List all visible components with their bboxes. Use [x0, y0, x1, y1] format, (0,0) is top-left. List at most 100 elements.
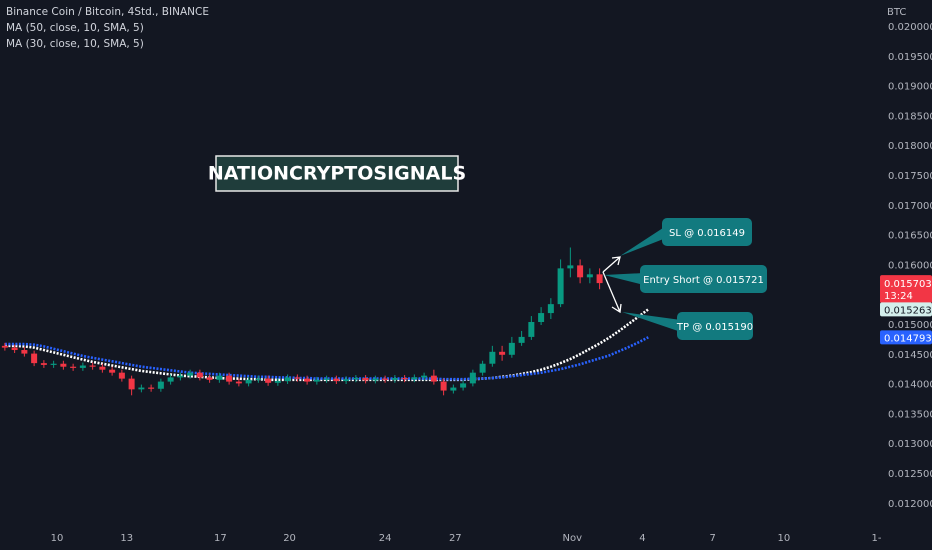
candle-body: [460, 383, 467, 388]
countdown: 13:24: [884, 291, 913, 302]
candle-body: [216, 375, 223, 380]
candle-body: [274, 381, 281, 383]
callout-box: [662, 218, 752, 246]
candle-body: [255, 378, 262, 380]
candle-body: [177, 375, 184, 378]
arrow-up: [602, 256, 621, 273]
candle-body: [245, 379, 252, 384]
candle-body: [60, 363, 67, 367]
candle-body: [11, 347, 18, 351]
candle-body: [401, 378, 408, 380]
candle-body: [31, 353, 38, 364]
x-tick-label: 13: [120, 533, 133, 544]
candle-body: [508, 342, 515, 355]
x-tick-label: 10: [51, 533, 64, 544]
candle-body: [411, 377, 418, 380]
callout-box: [640, 265, 767, 293]
candle-body: [304, 378, 311, 382]
candle-body: [352, 378, 359, 380]
candle-body: [430, 375, 437, 382]
ma-tag-label: 0.014793: [884, 333, 932, 344]
price-tag-label: 0.015703: [884, 279, 932, 290]
y-tick-label: 0.020000: [888, 22, 932, 33]
y-tick-label: 0.018500: [888, 111, 932, 122]
y-tick-label: 0.014500: [888, 350, 932, 361]
candle-body: [372, 378, 379, 381]
candle-body: [21, 350, 28, 354]
callout-pointer: [620, 226, 666, 256]
y-tick-label: 0.018000: [888, 141, 932, 152]
candle-body: [421, 375, 428, 378]
candle-body: [596, 274, 603, 284]
x-tick-label: 7: [710, 533, 716, 544]
legend-entry: MA (50, close, 10, SMA, 5): [6, 22, 144, 34]
candle-body: [382, 378, 389, 380]
candle-body: [265, 378, 272, 383]
candle-body: [489, 351, 496, 364]
ma-line: [4, 308, 650, 382]
x-tick-label: 24: [379, 533, 392, 544]
candle-body: [40, 363, 47, 365]
y-tick-label: 0.017000: [888, 201, 932, 212]
x-tick-label: 4: [639, 533, 645, 544]
candle-body: [50, 363, 57, 365]
candle-body: [79, 365, 86, 368]
callout-box: [677, 312, 753, 340]
arrows: [602, 256, 622, 314]
candle-body: [333, 378, 340, 382]
y-tick-label: 0.012000: [888, 499, 932, 510]
candle-body: [226, 375, 233, 382]
candle-body: [187, 372, 194, 376]
candle-body: [1, 345, 8, 348]
chart-title: Binance Coin / Bitcoin, 4Std., BINANCE: [6, 6, 209, 18]
y-tick-label: 0.016500: [888, 231, 932, 242]
x-tick-label: 20: [283, 533, 296, 544]
candle-body: [118, 372, 125, 379]
callout-pointer: [622, 312, 681, 332]
candle-body: [167, 377, 174, 382]
watermark: NATIONCRYPTOSIGNALS: [208, 163, 466, 185]
candle-body: [469, 372, 476, 384]
x-tick-label: Nov: [563, 533, 583, 544]
candle-body: [99, 366, 106, 370]
unit-label: BTC: [887, 7, 906, 18]
y-tick-label: 0.017500: [888, 171, 932, 182]
ma-tag-label: 0.015263: [884, 305, 932, 316]
candle-body: [547, 304, 554, 314]
candle-body: [518, 336, 525, 343]
plot-area: [1, 247, 650, 396]
legend-entry: MA (30, close, 10, SMA, 5): [6, 38, 144, 50]
candle-body: [567, 265, 574, 269]
candle-body: [138, 387, 145, 390]
candle-body: [89, 365, 96, 367]
candle-body: [362, 378, 369, 381]
candle-body: [557, 268, 564, 305]
callout-label: TP @ 0.015190: [676, 322, 753, 333]
candle-body: [128, 378, 135, 390]
candle-body: [538, 313, 545, 323]
candle-body: [450, 387, 457, 391]
candle-body: [148, 387, 155, 389]
y-tick-label: 0.015000: [888, 320, 932, 331]
arrow-down: [602, 271, 622, 314]
candle-body: [440, 381, 447, 391]
candle-body: [343, 379, 350, 382]
candle-body: [294, 377, 301, 379]
candle-body: [391, 378, 398, 380]
candle-body: [109, 369, 116, 373]
x-tick-label: 17: [214, 533, 227, 544]
candle-body: [284, 377, 291, 382]
y-tick-label: 0.014000: [888, 380, 932, 391]
y-tick-label: 0.013000: [888, 439, 932, 450]
candle-body: [586, 274, 593, 278]
watermark-box: [215, 155, 459, 192]
candle-body: [577, 265, 584, 278]
y-tick-label: 0.012500: [888, 469, 932, 480]
candle-body: [235, 381, 242, 384]
callout-pointer: [604, 273, 644, 285]
candle-body: [323, 378, 330, 380]
candle-body: [206, 377, 213, 380]
callout-label: SL @ 0.016149: [669, 228, 745, 239]
